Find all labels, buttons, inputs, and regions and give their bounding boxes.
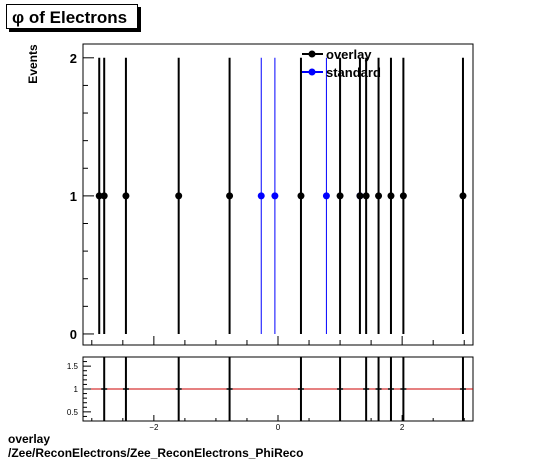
- overlay-point: [297, 192, 305, 200]
- ratio-panel: 0.5 1 1.5 −2 0 2: [67, 356, 474, 430]
- ratio-y-tick-label: 0.5: [67, 408, 79, 417]
- y-tick-label: 0: [70, 327, 77, 342]
- overlay-point: [336, 192, 344, 200]
- ratio-x-tick-label: 2: [400, 423, 405, 430]
- legend-marker: [308, 68, 316, 76]
- overlay-point: [226, 192, 234, 200]
- main-panel: 0 1 2 Events overlay standard: [26, 43, 474, 346]
- overlay-point: [399, 192, 407, 200]
- overlay-point: [356, 192, 364, 200]
- standard-point: [322, 192, 330, 200]
- footer-line-1: overlay: [8, 432, 51, 446]
- legend-entry: overlay: [326, 47, 372, 62]
- overlay-point: [362, 192, 370, 200]
- chart-canvas: 0 1 2 Events overlay standard 0.5 1 1.5 −2 0 2: [26, 43, 474, 430]
- chart-title: φ of Electrons: [6, 4, 138, 29]
- ratio-y-tick-label: 1.5: [67, 362, 79, 371]
- footer-line-2: /Zee/ReconElectrons/Zee_ReconElectrons_P…: [8, 446, 304, 460]
- legend-marker: [308, 50, 316, 58]
- overlay-point: [459, 192, 467, 200]
- overlay-point: [100, 192, 108, 200]
- overlay-point: [175, 192, 183, 200]
- ratio-y-tick-label: 1: [74, 385, 79, 394]
- standard-point: [257, 192, 265, 200]
- overlay-point: [95, 192, 103, 200]
- ratio-x-tick-label: 0: [276, 423, 281, 430]
- ratio-x-tick-label: −2: [149, 423, 159, 430]
- y-tick-label: 1: [70, 189, 77, 204]
- legend-entry: standard: [326, 65, 381, 80]
- overlay-point: [375, 192, 383, 200]
- footer-caption: overlay /Zee/ReconElectrons/Zee_ReconEle…: [8, 432, 303, 460]
- y-axis-label: Events: [26, 44, 40, 84]
- overlay-point: [387, 192, 395, 200]
- standard-point: [271, 192, 279, 200]
- y-tick-label: 2: [70, 51, 77, 66]
- overlay-point: [122, 192, 130, 200]
